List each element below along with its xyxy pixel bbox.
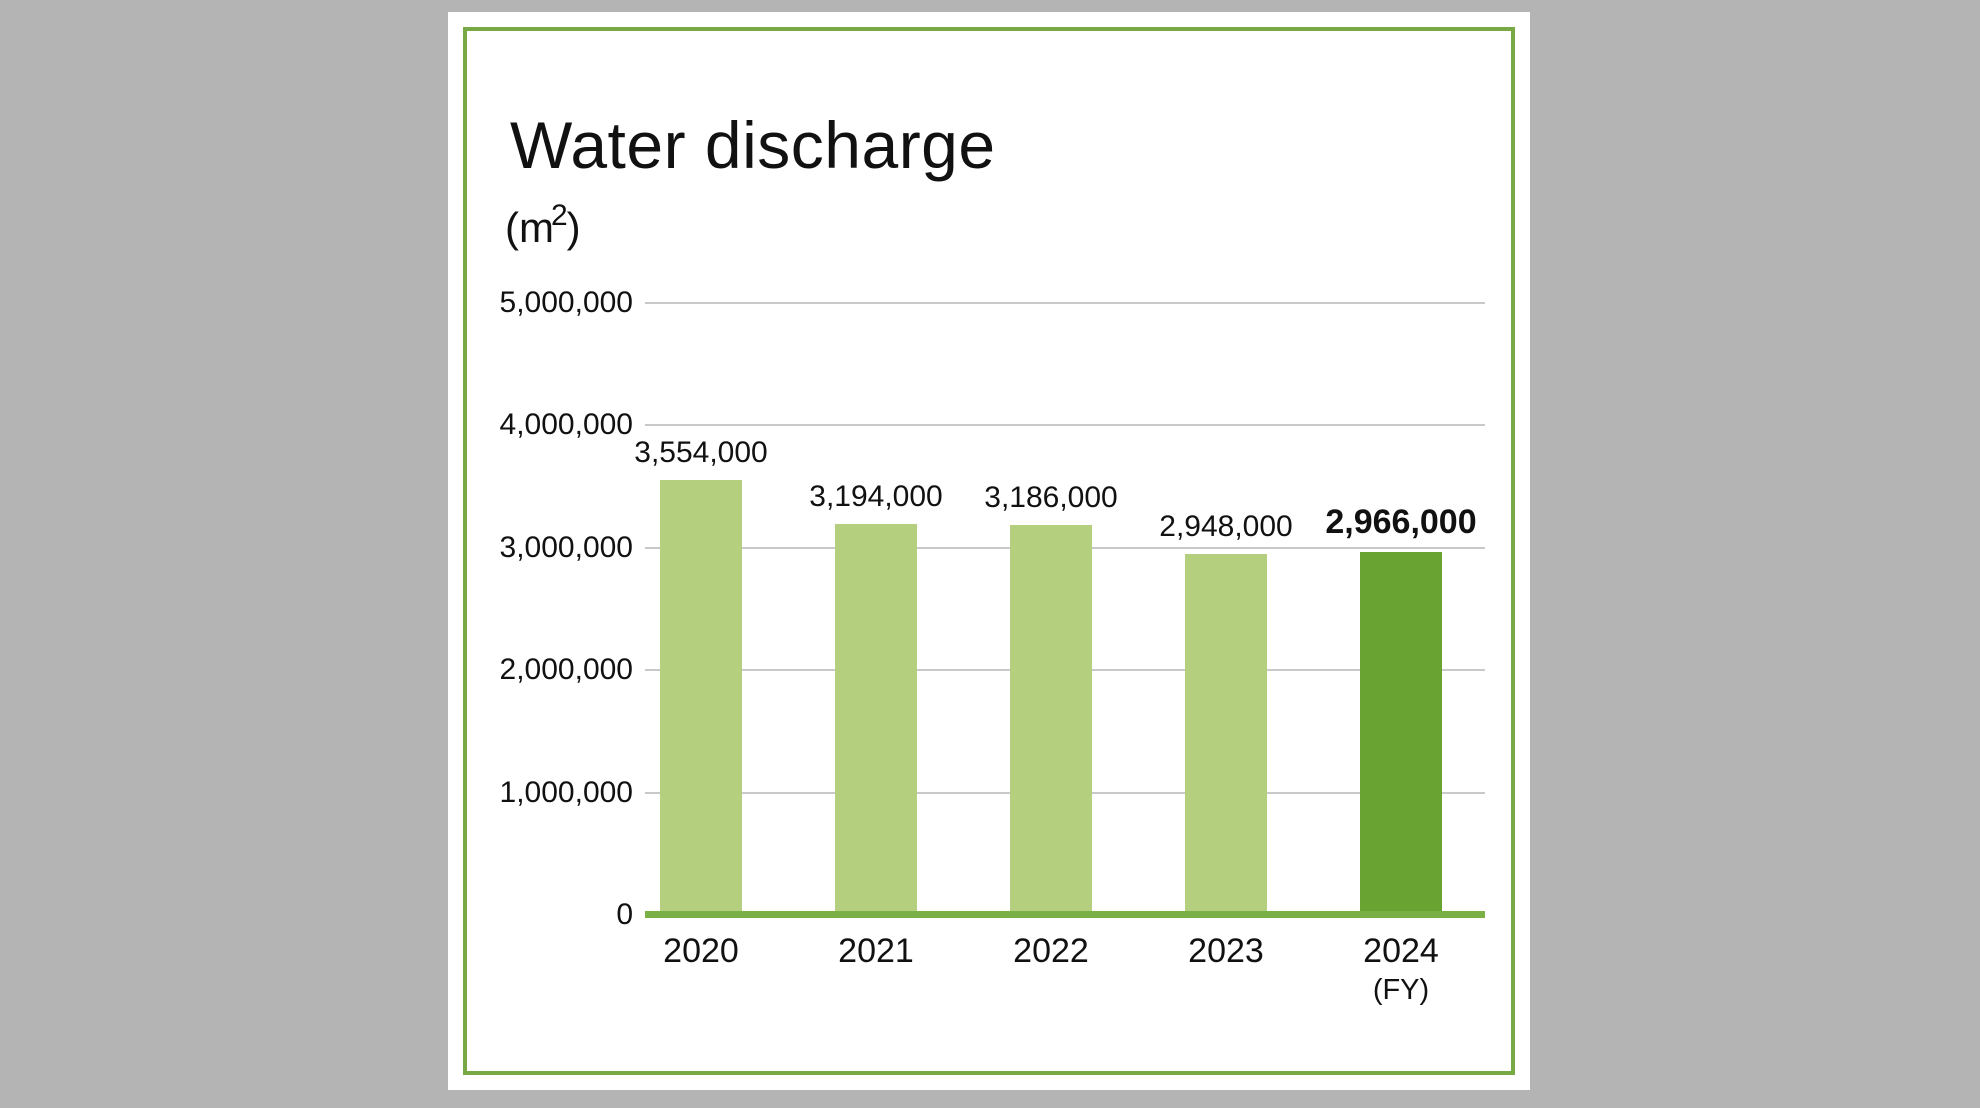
fiscal-year-suffix: (FY)	[1372, 974, 1430, 1006]
chart-panel: Water discharge (m2) 5,000,000 4,000,000…	[448, 12, 1530, 1090]
y-axis-tick-label: 4,000,000	[499, 408, 633, 441]
bar-value-label: 3,186,000	[984, 481, 1118, 515]
gridline	[645, 302, 1485, 304]
unit-label: (m2)	[505, 199, 581, 257]
y-axis-tick-label: 3,000,000	[499, 531, 633, 564]
unit-open: (m	[505, 204, 554, 251]
x-axis-baseline	[645, 911, 1485, 918]
x-axis-year: 2024	[1363, 932, 1439, 970]
x-axis-tick-label: 2022	[1013, 932, 1089, 970]
y-axis-tick-label: 1,000,000	[499, 776, 633, 809]
bar-group-2023: 2,948,000 2023	[1159, 303, 1292, 970]
y-axis-tick-label: 5,000,000	[499, 286, 633, 319]
bar-2022	[1010, 525, 1092, 915]
bar-value-label: 3,194,000	[809, 480, 943, 514]
bar-2023	[1185, 554, 1267, 915]
x-axis-tick-label: 2021	[838, 932, 914, 970]
x-axis-tick-label: 2023	[1188, 932, 1264, 970]
bar-value-label: 2,966,000	[1325, 502, 1477, 541]
unit-superscript: 2	[550, 199, 568, 232]
gridline	[645, 424, 1485, 426]
unit-close: )	[566, 204, 581, 251]
bar-2024-highlighted	[1360, 551, 1442, 915]
x-axis-tick-label: 2024 (FY)	[1251, 931, 1551, 1008]
chart-title: Water discharge	[510, 108, 996, 182]
x-axis-tick-label: 2020	[663, 932, 739, 970]
bar-2021	[835, 524, 917, 915]
bar-2020	[660, 480, 742, 915]
y-axis-tick-label: 0	[616, 898, 633, 931]
plot-area: 3,554,000 2020 3,194,000 2021 3,186,000 …	[634, 302, 1485, 1006]
bar-group-2022: 3,186,000 2022	[984, 303, 1117, 970]
bar-group-2020: 3,554,000 2020	[634, 303, 767, 970]
y-axis-tick-label: 2,000,000	[499, 653, 633, 686]
bar-value-label: 3,554,000	[634, 436, 768, 469]
bar-value-label: 2,948,000	[1159, 510, 1293, 544]
bar-group-2021: 3,194,000 2021	[809, 303, 942, 970]
bar-group-2024: 2,966,000 2024 (FY)	[1325, 303, 1476, 1006]
